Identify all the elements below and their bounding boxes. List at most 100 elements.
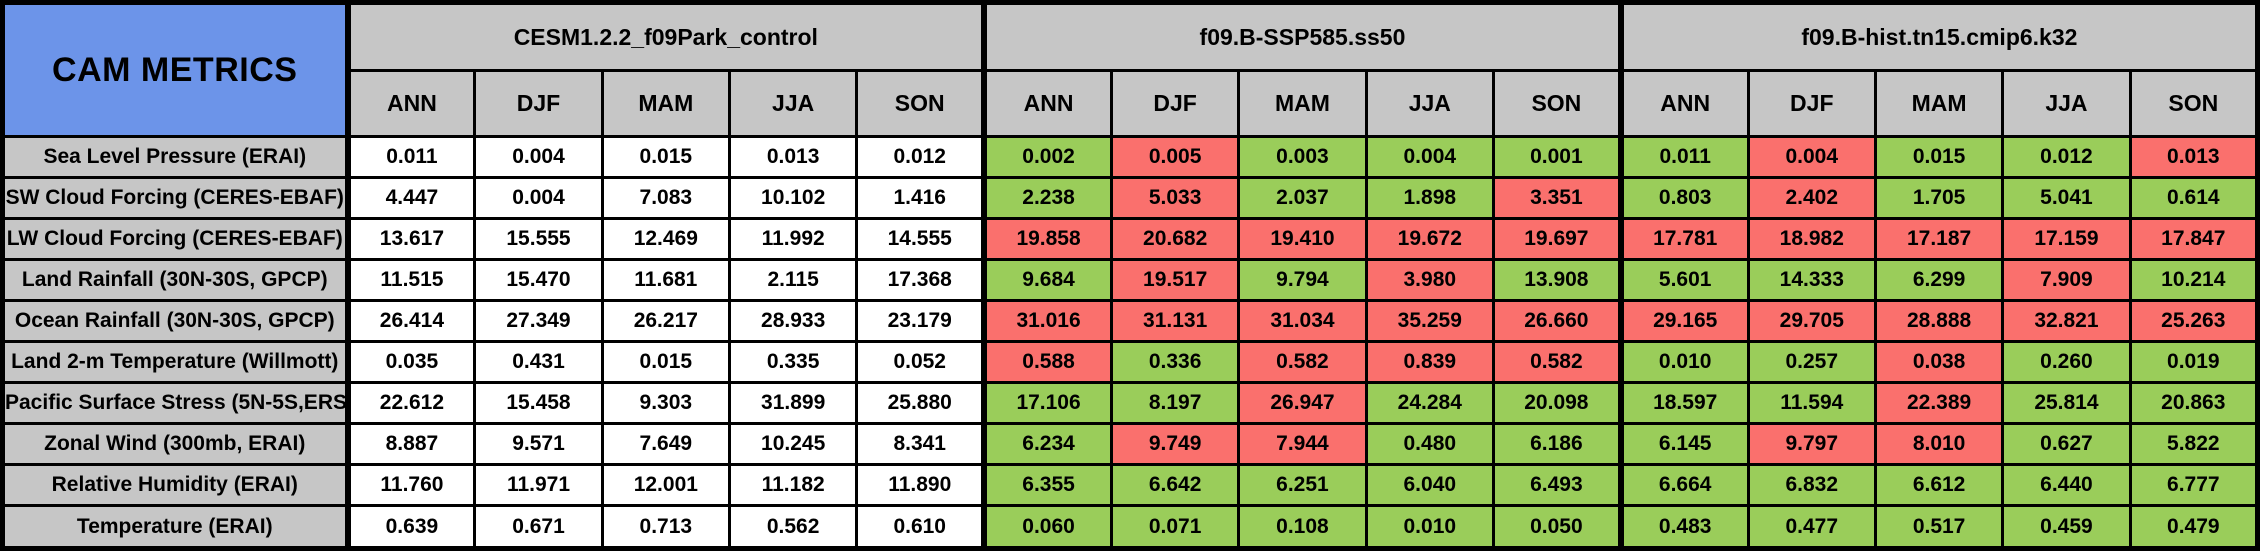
- metric-value-cell: 17.847: [2128, 217, 2260, 262]
- metric-value-cell: 25.880: [855, 381, 986, 426]
- season-header-row: ANN DJF MAM JJA SON ANN DJF MAM JJA SON ANN DJF MAM J…: [3, 69, 2260, 138]
- metric-value-cell: 19.410: [1237, 217, 1368, 262]
- metric-value-cell: 7.944: [1237, 422, 1368, 467]
- metric-value-cell: 29.165: [1617, 299, 1750, 344]
- metric-value-cell: 6.186: [1491, 422, 1623, 467]
- metric-value-cell: 22.612: [344, 381, 477, 426]
- metric-value-cell: 0.015: [1873, 134, 2005, 180]
- metric-value-cell: 20.863: [2128, 381, 2260, 426]
- metric-row: Sea Level Pressure (ERAI) 0.011 0.004 0.015…: [1, 134, 2260, 180]
- season-header-jja: JJA: [2001, 69, 2132, 138]
- metric-value-cell: 0.108: [1237, 504, 1368, 550]
- metric-value-cell: 0.052: [855, 340, 986, 385]
- metric-row: Land Rainfall (30N-30S, GPCP) 11.515 15.47…: [1, 258, 2260, 303]
- metric-value-cell: 1.705: [1873, 176, 2005, 221]
- metric-value-cell: 20.682: [1109, 217, 1241, 262]
- metric-value-cell: 7.083: [600, 176, 731, 221]
- metric-value-cell: 0.011: [1617, 134, 1750, 180]
- season-header-mam: MAM: [600, 69, 731, 138]
- metric-row: SW Cloud Forcing (CERES-EBAF) 4.447 0.004 7…: [1, 176, 2260, 221]
- metric-value-cell: 0.012: [855, 134, 986, 180]
- metric-value-cell: 0.627: [2001, 422, 2132, 467]
- metric-value-cell: 11.760: [344, 463, 477, 508]
- season-header-son: SON: [1491, 69, 1623, 138]
- metric-value-cell: 9.794: [1237, 258, 1368, 303]
- metric-value-cell: 11.992: [727, 217, 859, 262]
- metric-value-cell: 9.303: [600, 381, 731, 426]
- metric-value-cell: 8.197: [1109, 381, 1241, 426]
- metric-value-cell: 6.664: [1617, 463, 1750, 508]
- metric-value-cell: 31.131: [1109, 299, 1241, 344]
- season-header-ann: ANN: [344, 69, 477, 138]
- model-group-header-hist: f09.B-hist.tn15.cmip6.k32: [1617, 1, 2259, 72]
- metric-value-cell: 13.617: [344, 217, 477, 262]
- metric-value-cell: 0.004: [473, 134, 604, 180]
- metric-value-cell: 24.284: [1364, 381, 1495, 426]
- metric-value-cell: 0.005: [1109, 134, 1241, 180]
- metric-value-cell: 31.034: [1237, 299, 1368, 344]
- metric-value-cell: 0.459: [2001, 504, 2132, 550]
- metric-value-cell: 18.982: [1746, 217, 1877, 262]
- metric-value-cell: 25.814: [2001, 381, 2132, 426]
- metric-value-cell: 0.582: [1237, 340, 1368, 385]
- metric-value-cell: 17.781: [1617, 217, 1750, 262]
- metric-value-cell: 11.971: [473, 463, 604, 508]
- metric-value-cell: 0.562: [727, 504, 859, 550]
- metric-value-cell: 6.145: [1617, 422, 1750, 467]
- metric-value-cell: 0.431: [473, 340, 604, 385]
- season-header-son: SON: [855, 69, 986, 138]
- season-header-ann: ANN: [1617, 69, 1750, 138]
- metric-row-label: SW Cloud Forcing (CERES-EBAF): [1, 176, 349, 221]
- metric-value-cell: 25.263: [2128, 299, 2260, 344]
- metric-value-cell: 0.060: [981, 504, 1113, 550]
- metric-value-cell: 19.697: [1491, 217, 1623, 262]
- metric-value-cell: 0.614: [2128, 176, 2260, 221]
- metric-value-cell: 0.004: [473, 176, 604, 221]
- metric-value-cell: 0.839: [1364, 340, 1495, 385]
- metric-value-cell: 22.389: [1873, 381, 2005, 426]
- metric-value-cell: 6.777: [2128, 463, 2260, 508]
- metric-value-cell: 0.582: [1491, 340, 1623, 385]
- metric-value-cell: 6.612: [1873, 463, 2005, 508]
- metric-row: Temperature (ERAI) 0.639 0.671 0.713 0.562 0.…: [1, 504, 2260, 550]
- metric-value-cell: 0.260: [2001, 340, 2132, 385]
- season-header-jja: JJA: [727, 69, 859, 138]
- metric-row-label: Ocean Rainfall (30N-30S, GPCP): [1, 299, 349, 344]
- metric-value-cell: 0.001: [1491, 134, 1623, 180]
- season-header-djf: DJF: [1109, 69, 1241, 138]
- metric-value-cell: 26.660: [1491, 299, 1623, 344]
- metric-value-cell: 12.001: [600, 463, 731, 508]
- metric-value-cell: 0.803: [1617, 176, 1750, 221]
- metric-row-label: Temperature (ERAI): [1, 504, 349, 550]
- metric-row-label: Relative Humidity (ERAI): [1, 463, 349, 508]
- metric-value-cell: 0.671: [473, 504, 604, 550]
- metric-value-cell: 19.672: [1364, 217, 1495, 262]
- metric-value-cell: 26.414: [344, 299, 477, 344]
- metric-value-cell: 0.480: [1364, 422, 1495, 467]
- metric-value-cell: 6.440: [2001, 463, 2132, 508]
- season-header-jja: JJA: [1364, 69, 1495, 138]
- metric-value-cell: 0.002: [981, 134, 1113, 180]
- metric-value-cell: 19.517: [1109, 258, 1241, 303]
- metric-value-cell: 0.004: [1746, 134, 1877, 180]
- metric-value-cell: 14.555: [855, 217, 986, 262]
- metric-value-cell: 7.649: [600, 422, 731, 467]
- metric-value-cell: 17.159: [2001, 217, 2132, 262]
- metric-value-cell: 11.182: [727, 463, 859, 508]
- metric-value-cell: 9.571: [473, 422, 604, 467]
- metric-value-cell: 18.597: [1617, 381, 1750, 426]
- metric-value-cell: 28.933: [727, 299, 859, 344]
- metric-value-cell: 8.887: [344, 422, 477, 467]
- metric-value-cell: 6.832: [1746, 463, 1877, 508]
- metric-value-cell: 6.251: [1237, 463, 1368, 508]
- metric-value-cell: 14.333: [1746, 258, 1877, 303]
- season-header-mam: MAM: [1873, 69, 2005, 138]
- metric-value-cell: 5.033: [1109, 176, 1241, 221]
- metric-value-cell: 10.214: [2128, 258, 2260, 303]
- metric-value-cell: 13.908: [1491, 258, 1623, 303]
- metric-value-cell: 4.447: [344, 176, 477, 221]
- metric-value-cell: 6.299: [1873, 258, 2005, 303]
- metric-value-cell: 0.335: [727, 340, 859, 385]
- model-group-header-row: CAM METRICS CESM1.2.2_f09Park_control f0…: [1, 1, 2259, 138]
- page-title: CAM METRICS: [1, 1, 349, 138]
